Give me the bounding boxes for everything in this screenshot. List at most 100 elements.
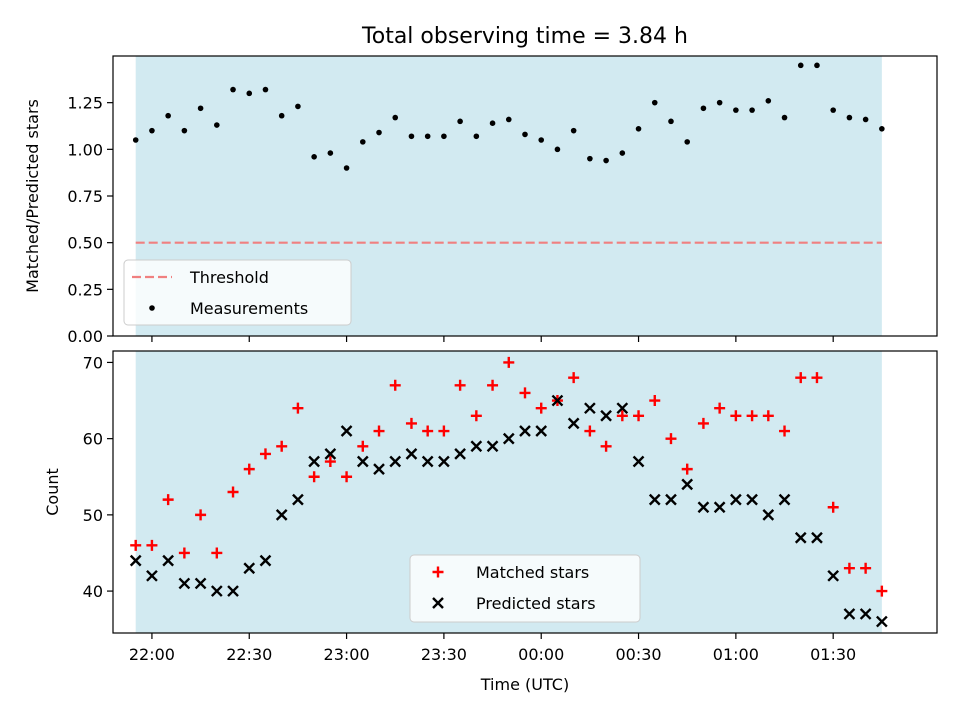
- matched-star-point: [876, 585, 888, 597]
- legend-box: [409, 554, 641, 623]
- matched-star-point: [568, 372, 580, 384]
- predicted-star-point: [730, 493, 742, 506]
- measurement-point: [197, 105, 204, 112]
- predicted-star-point: [502, 432, 515, 445]
- matched-star-point: [827, 501, 839, 513]
- measurement-point: [619, 150, 626, 156]
- measurement-point: [149, 127, 155, 134]
- matched-star-point: [341, 471, 353, 483]
- matched-star-point: [860, 562, 872, 574]
- measurement-point: [749, 107, 755, 113]
- measurement-point: [684, 139, 691, 145]
- predicted-star-point: [389, 455, 402, 468]
- y-axis-label: Count: [43, 468, 62, 516]
- y-tick-label: 50: [83, 506, 103, 525]
- matched-star-point: [227, 486, 239, 498]
- measurement-point: [554, 146, 561, 153]
- predicted-star-point: [454, 448, 466, 460]
- legend-box: [123, 259, 352, 326]
- x-tick-label: 22:00: [129, 645, 175, 664]
- matched-star-point: [130, 539, 142, 551]
- matched-star-point: [211, 547, 223, 559]
- predicted-star-point: [146, 569, 158, 582]
- measurement-point: [457, 118, 463, 125]
- x-tick-label: 00:30: [615, 645, 661, 664]
- x-tick-label: 23:30: [421, 645, 467, 664]
- predicted-star-point: [227, 585, 239, 597]
- measurement-point: [278, 112, 285, 119]
- predicted-star-point: [356, 455, 369, 468]
- matched-star-point: [470, 410, 482, 422]
- measurement-point: [311, 154, 317, 160]
- y-tick-label: 0.75: [67, 187, 103, 206]
- predicted-star-point: [567, 417, 580, 430]
- predicted-star-point: [697, 501, 710, 514]
- matched-star-point: [292, 402, 304, 414]
- x-tick-label: 22:30: [226, 645, 272, 664]
- matched-star-point: [308, 471, 320, 483]
- matched-star-point: [373, 425, 385, 437]
- matched-star-point: [681, 463, 693, 475]
- x-tick-label: 00:00: [518, 645, 564, 664]
- matched-star-point: [503, 356, 515, 368]
- measurement-point: [424, 133, 431, 140]
- matched-star-point: [665, 433, 677, 445]
- predicted-star-point: [794, 531, 807, 544]
- y-tick-label: 0.25: [67, 280, 103, 299]
- matched-star-point: [600, 440, 612, 452]
- predicted-star-point: [405, 448, 418, 460]
- measurement-point: [716, 99, 723, 106]
- predicted-star-point: [778, 493, 791, 506]
- predicted-star-point: [275, 509, 288, 521]
- legend: Matched stars Predicted stars: [409, 554, 641, 623]
- matched-star-point: [195, 509, 207, 521]
- predicted-star-point: [551, 394, 564, 407]
- matched-star-point: [795, 372, 807, 384]
- predicted-star-point: [470, 440, 483, 453]
- matched-star-point: [519, 387, 531, 399]
- measurement-point: [830, 107, 836, 113]
- measurement-point: [181, 127, 188, 134]
- predicted-star-point: [681, 478, 694, 491]
- predicted-star-point: [178, 577, 191, 590]
- measurement-point: [538, 137, 545, 143]
- matched-star-point: [389, 379, 401, 391]
- predicted-star-point: [713, 501, 726, 514]
- matched-star-point: [714, 402, 726, 414]
- matched-star-point: [584, 425, 596, 437]
- predicted-star-point: [859, 608, 872, 620]
- x-axis-label: Time (UTC): [480, 675, 569, 694]
- predicted-star-point: [259, 554, 272, 567]
- predicted-star-point: [827, 569, 840, 582]
- predicted-star-point: [129, 554, 142, 567]
- x-tick-label: 23:00: [324, 645, 370, 664]
- matched-star-point: [633, 410, 645, 422]
- matched-star-point: [276, 440, 288, 452]
- matched-star-point: [697, 417, 709, 429]
- predicted-star-point: [162, 554, 174, 567]
- x-tick-label: 01:00: [713, 645, 759, 664]
- predicted-star-point: [843, 608, 856, 620]
- matched-star-point: [357, 440, 369, 452]
- legend-predicted-swatch: [432, 597, 444, 609]
- measurement-point: [262, 86, 269, 93]
- measurement-point: [733, 107, 739, 113]
- measurement-point: [392, 114, 399, 121]
- ratio-panel: 0.00 0.25 0.50 0.75 1.00 1.25 Matched/Predicte…: [23, 55, 938, 346]
- measurement-point: [165, 112, 171, 119]
- predicted-star-point: [373, 463, 385, 475]
- matched-star-point: [535, 402, 547, 414]
- measurement-point: [132, 137, 139, 143]
- predicted-star-point: [665, 493, 677, 506]
- predicted-star-point: [519, 425, 531, 437]
- figure-title: Total observing time = 3.84 h: [361, 24, 688, 49]
- predicted-star-point: [486, 440, 499, 453]
- y-tick-label: 70: [83, 353, 103, 372]
- matched-star-point: [811, 372, 823, 384]
- predicted-star-point: [292, 493, 304, 506]
- predicted-star-point: [746, 493, 758, 506]
- measurement-point: [408, 133, 415, 140]
- y-tick-label: 40: [83, 582, 103, 601]
- measurement-point: [879, 126, 885, 132]
